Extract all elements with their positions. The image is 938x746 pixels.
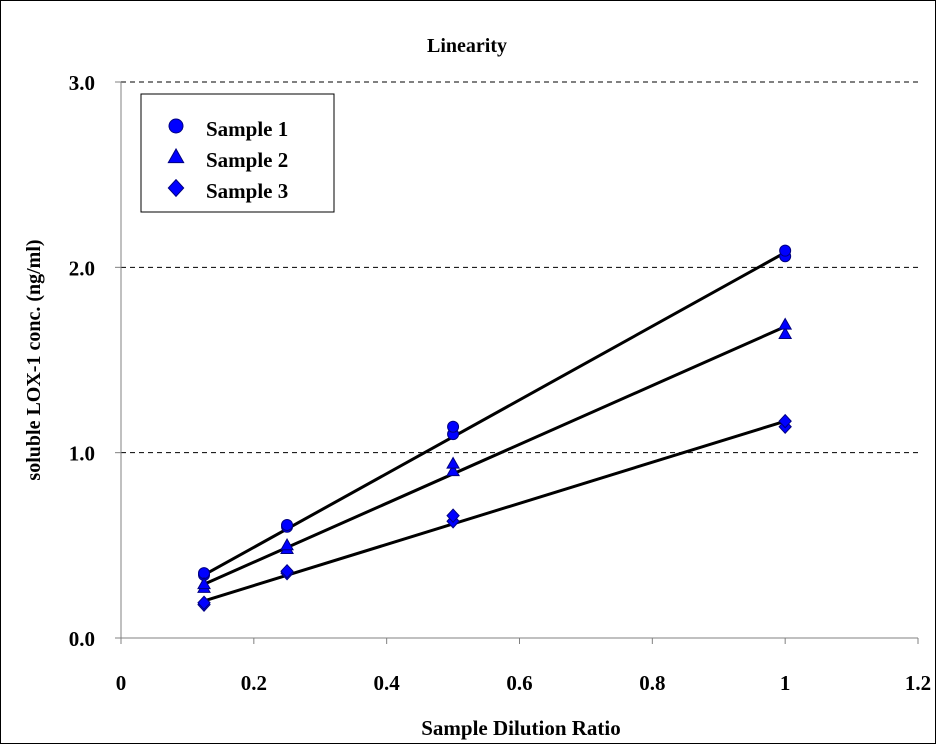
- grid-lines: [121, 81, 918, 454]
- legend-marker-circle: [168, 118, 184, 134]
- legend: Sample 1 Sample 2 Sample 3: [140, 93, 335, 213]
- y-tick-label: 3.0: [69, 71, 95, 95]
- chart-title: Linearity: [427, 35, 507, 57]
- legend-marker-circle: [168, 118, 184, 134]
- data-point-sample-3: [197, 595, 211, 611]
- x-tick-label: 1.2: [905, 671, 931, 695]
- axes: [115, 81, 919, 644]
- tick-labels: 0 0.2 0.4 0.6 0.8 1 1.2 0.0 1.0 2.0 3.0: [69, 71, 931, 695]
- data-point-sample-3: [778, 413, 792, 429]
- data-point-sample-1: [779, 244, 792, 257]
- y-axis-label: soluble LOX-1 conc. (ng/ml): [23, 239, 45, 480]
- data-point-sample-1: [281, 518, 294, 531]
- data-point-sample-2: [197, 576, 211, 590]
- x-tick-label: 0.4: [374, 671, 401, 695]
- legend-label-sample-2: Sample 2: [206, 148, 288, 172]
- legend-marker-triangle: [167, 147, 185, 164]
- legend-marker-diamond: [167, 178, 185, 198]
- legend-marker-diamond: [167, 178, 185, 198]
- fit-lines: [203, 251, 786, 603]
- data-point-sample-3: [280, 563, 294, 579]
- fit-line-sample-2: [203, 325, 786, 586]
- legend-label-sample-1: Sample 1: [206, 117, 288, 141]
- data-point-sample-2: [446, 463, 460, 477]
- x-tick-label: 1: [780, 671, 791, 695]
- data-point-sample-2: [446, 456, 460, 469]
- x-tick-label: 0.6: [506, 671, 532, 695]
- x-axis-label: Sample Dilution Ratio: [421, 716, 621, 740]
- fit-line-sample-1: [203, 251, 786, 577]
- data-point-sample-2: [778, 326, 793, 339]
- x-tick-label: 0: [116, 671, 127, 695]
- legend-label-sample-3: Sample 3: [206, 179, 288, 203]
- y-tick-label: 1.0: [69, 442, 95, 466]
- legend-marker-triangle: [167, 147, 185, 164]
- data-point-sample-1: [447, 420, 460, 433]
- data-point-sample-2: [280, 537, 294, 551]
- x-tick-label: 0.2: [241, 671, 267, 695]
- data-point-sample-2: [778, 317, 793, 330]
- data-points: [197, 244, 793, 612]
- y-tick-label: 2.0: [69, 256, 95, 280]
- x-tick-label: 0.8: [639, 671, 665, 695]
- data-point-sample-3: [446, 508, 460, 524]
- fit-line-sample-3: [203, 419, 786, 603]
- y-tick-label: 0.0: [69, 627, 95, 651]
